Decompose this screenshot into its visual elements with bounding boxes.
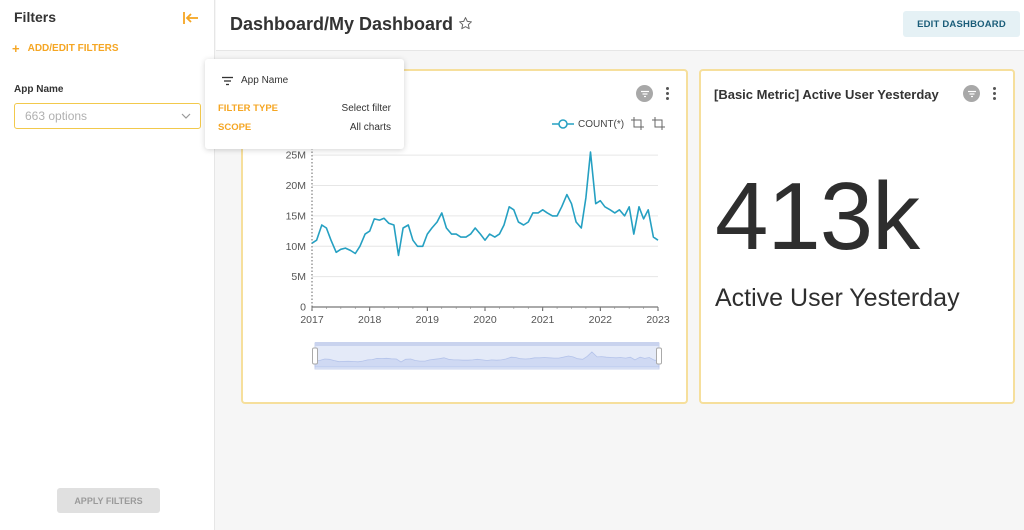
chart-more-menu-icon[interactable] (666, 87, 670, 101)
filter-info-popover: App Name FILTER TYPE Select filter SCOPE… (205, 59, 404, 149)
popover-title: App Name (241, 75, 289, 86)
x-tick-label: 2017 (300, 314, 324, 326)
app-name-select[interactable]: 663 options (14, 103, 201, 129)
y-tick-label: 20M (286, 180, 306, 192)
filter-type-label: FILTER TYPE (218, 103, 278, 114)
filter-type-value: Select filter (341, 103, 391, 114)
y-tick-label: 25M (286, 150, 306, 162)
metric-value: 413k (715, 163, 920, 270)
x-tick-label: 2023 (646, 314, 670, 326)
data-zoom-preview (314, 351, 660, 368)
y-tick-label: 10M (286, 241, 306, 253)
legend-line-icon (552, 119, 574, 129)
page-title: Dashboard/My Dashboard (230, 14, 454, 34)
edit-dashboard-button[interactable]: EDIT DASHBOARD (903, 11, 1020, 37)
x-tick-label: 2019 (416, 314, 440, 326)
x-tick-label: 2018 (358, 314, 382, 326)
line-chart: 0 5M 10M 15M 20M 25M 2017 2018 2019 2020 2021 2022 2… (286, 149, 670, 370)
scope-label: SCOPE (218, 122, 252, 133)
zoom-handle-right[interactable] (656, 347, 662, 365)
filter-icon (222, 76, 233, 85)
zoom-reset-icon[interactable] (652, 117, 665, 130)
legend-label: COUNT(*) (578, 118, 625, 130)
star-icon[interactable] (458, 16, 473, 31)
scope-value: All charts (349, 122, 391, 133)
zoom-handle-left[interactable] (312, 347, 318, 365)
data-zoom-track (315, 342, 659, 346)
filters-sidebar: Filters + ADD/EDIT FILTERS App Name 663 … (0, 0, 215, 530)
y-tick-label: 15M (286, 210, 306, 222)
chart-legend[interactable]: COUNT(*) (552, 118, 624, 130)
metric-filter-icon[interactable] (963, 85, 980, 102)
add-edit-filters-label: ADD/EDIT FILTERS (27, 43, 119, 54)
metric-card: [Basic Metric] Active User Yesterday 413… (699, 69, 1015, 404)
y-tick-label: 5M (291, 271, 306, 283)
filter-lines-icon (967, 90, 976, 97)
zoom-select-icon[interactable] (631, 117, 644, 130)
x-tick-label: 2020 (473, 314, 497, 326)
app-name-placeholder: 663 options (25, 109, 88, 123)
add-edit-filters-button[interactable]: + ADD/EDIT FILTERS (12, 41, 119, 56)
plus-icon: + (12, 41, 20, 56)
x-tick-label: 2021 (531, 314, 555, 326)
filter-lines-icon (640, 90, 649, 97)
filters-title: Filters (14, 9, 57, 25)
dashboard-header: Dashboard/My Dashboard EDIT DASHBOARD (216, 0, 1024, 51)
chart-filter-icon[interactable] (636, 85, 653, 102)
y-tick-label: 0 (300, 302, 306, 314)
series-line (311, 151, 659, 257)
chevron-down-icon (181, 113, 191, 119)
metric-subtitle: Active User Yesterday (715, 284, 960, 312)
popover-header: App Name (222, 75, 288, 86)
metric-card-title: [Basic Metric] Active User Yesterday (714, 87, 939, 102)
collapse-sidebar-icon[interactable] (182, 9, 200, 27)
app-name-label: App Name (14, 84, 64, 95)
metric-more-menu-icon[interactable] (993, 87, 997, 101)
apply-filters-button[interactable]: APPLY FILTERS (57, 488, 160, 513)
x-tick-label: 2022 (589, 314, 613, 326)
